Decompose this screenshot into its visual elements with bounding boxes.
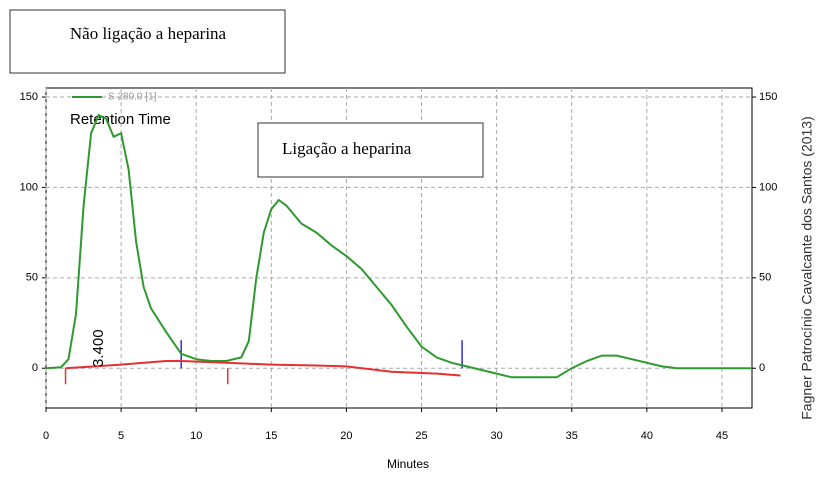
x-tick-label: 45 [716, 430, 728, 442]
y2-tick-label: 150 [759, 91, 777, 103]
y2-tick-label: 50 [759, 272, 771, 284]
x-tick-label: 40 [641, 430, 653, 442]
credit: Fagner Patrocínio Cavalcante dos Santos … [799, 116, 815, 420]
plot-frame [45, 87, 753, 409]
x-tick-label: 25 [415, 430, 427, 442]
line [45, 113, 752, 379]
annotation-box [9, 9, 286, 74]
annotation-box [257, 122, 484, 178]
annotation: 3.400 [90, 329, 107, 367]
x-tick-label: 15 [265, 430, 277, 442]
x-tick-label: 5 [118, 430, 124, 442]
x-tick-label: 35 [566, 430, 578, 442]
legend-label: S 280.0 [1] [108, 92, 157, 103]
y-tick-label: 150 [20, 91, 38, 103]
x-tick-label: 0 [43, 430, 49, 442]
y2-tick-label: 100 [759, 181, 777, 193]
y2-tick-label: 0 [759, 362, 765, 374]
x-tick-label: 30 [491, 430, 503, 442]
x-tick-label: 20 [340, 430, 352, 442]
x-axis-label: Minutes [387, 457, 429, 471]
annotation: Não ligação a heparina [70, 24, 227, 43]
y-tick-label: 0 [32, 362, 38, 374]
annotation: Ligação a heparina [282, 139, 412, 158]
x-tick-label: 10 [190, 430, 202, 442]
line [65, 360, 461, 377]
annotation: Retention Time [70, 111, 171, 128]
y-tick-label: 50 [26, 272, 38, 284]
y-tick-label: 100 [20, 181, 38, 193]
